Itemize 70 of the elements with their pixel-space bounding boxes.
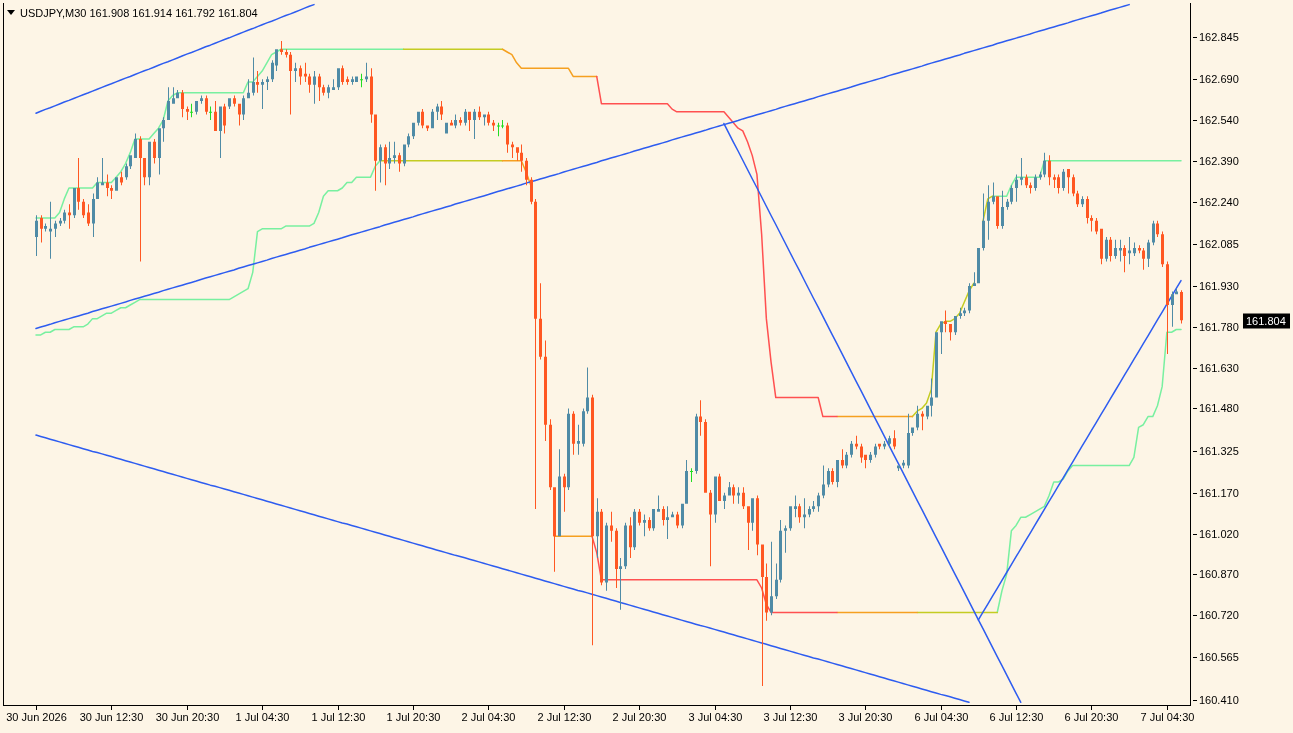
- y-tick-label: 161.930: [1199, 280, 1239, 293]
- candlestick: [610, 511, 613, 542]
- y-tick-label: 161.630: [1199, 362, 1239, 375]
- candlestick: [393, 141, 396, 164]
- y-tick-label: 161.020: [1199, 528, 1239, 541]
- candlestick: [973, 272, 976, 286]
- candlestick: [256, 71, 259, 93]
- candlestick: [110, 185, 113, 199]
- y-tick-label: 162.390: [1199, 155, 1239, 168]
- x-tick-label: 3 Jul 20:30: [838, 711, 893, 723]
- y-tick-label: 162.845: [1199, 31, 1239, 44]
- candlestick: [619, 558, 622, 610]
- x-tick-label: 3 Jul 12:30: [763, 711, 818, 723]
- x-tick-label: 30 Jun 12:30: [79, 711, 144, 723]
- x-tick-label: 6 Jul 20:30: [1064, 711, 1119, 723]
- line-series: [35, 434, 970, 704]
- x-tick-label: 30 Jun 20:30: [155, 711, 220, 723]
- candlestick: [577, 424, 580, 455]
- candlestick: [794, 495, 797, 518]
- y-tick-label: 160.720: [1199, 609, 1239, 622]
- y-tick-label: 160.410: [1199, 694, 1239, 707]
- candlestick: [139, 136, 142, 262]
- y-tick-label: 162.085: [1199, 238, 1239, 251]
- chart-title: USDJPY,M30 161.908 161.914 161.792 161.804: [20, 7, 258, 19]
- candlestick: [784, 525, 787, 553]
- line-series: [595, 75, 838, 418]
- candlestick: [921, 411, 924, 431]
- y-tick-label: 162.690: [1199, 73, 1239, 86]
- candlestick: [944, 310, 947, 333]
- candlestick: [346, 76, 349, 85]
- y-tick-label: 160.565: [1199, 651, 1239, 664]
- candlestick: [1090, 215, 1093, 232]
- x-tick-label: 30 Jun 2026: [6, 711, 67, 723]
- y-tick-label: 162.540: [1199, 114, 1239, 127]
- text: 161.804: [1246, 314, 1286, 327]
- candlestick: [280, 41, 283, 55]
- x-tick-label: 1 Jul 20:30: [386, 711, 441, 723]
- candlestick: [266, 76, 269, 91]
- x-tick-label: 1 Jul 12:30: [311, 711, 366, 723]
- candlestick: [365, 62, 368, 82]
- line-series: [591, 535, 838, 614]
- candlestick: [690, 468, 693, 482]
- candlestick: [186, 106, 189, 120]
- x-tick-label: 7 Jul 04:30: [1140, 711, 1195, 723]
- candlestick: [351, 76, 354, 85]
- candlestick: [209, 106, 212, 120]
- x-tick-label: 1 Jul 04:30: [235, 711, 290, 723]
- candlestick: [1020, 158, 1023, 186]
- x-tick-label: 2 Jul 12:30: [537, 711, 592, 723]
- y-tick-label: 161.325: [1199, 445, 1239, 458]
- y-tick-label: 160.870: [1199, 568, 1239, 581]
- candlestick: [294, 62, 297, 82]
- candlestick: [511, 141, 514, 159]
- y-tick-label: 161.480: [1199, 402, 1239, 415]
- candlestick: [261, 79, 264, 110]
- x-tick-label: 6 Jul 04:30: [914, 711, 969, 723]
- candlestick: [657, 495, 660, 512]
- candlestick: [643, 514, 646, 537]
- y-tick-label: 161.780: [1199, 321, 1239, 334]
- x-tick-label: 2 Jul 04:30: [461, 711, 516, 723]
- x-tick-label: 6 Jul 12:30: [989, 711, 1044, 723]
- candlestick: [1053, 174, 1056, 189]
- candlestick: [49, 201, 52, 259]
- candlestick: [1119, 239, 1122, 262]
- y-tick-label: 162.240: [1199, 196, 1239, 209]
- candlestick: [666, 506, 669, 540]
- x-tick-label: 2 Jul 20:30: [612, 711, 667, 723]
- y-tick-label: 161.170: [1199, 487, 1239, 500]
- candlestick: [44, 223, 47, 232]
- x-tick-label: 3 Jul 04:30: [688, 711, 743, 723]
